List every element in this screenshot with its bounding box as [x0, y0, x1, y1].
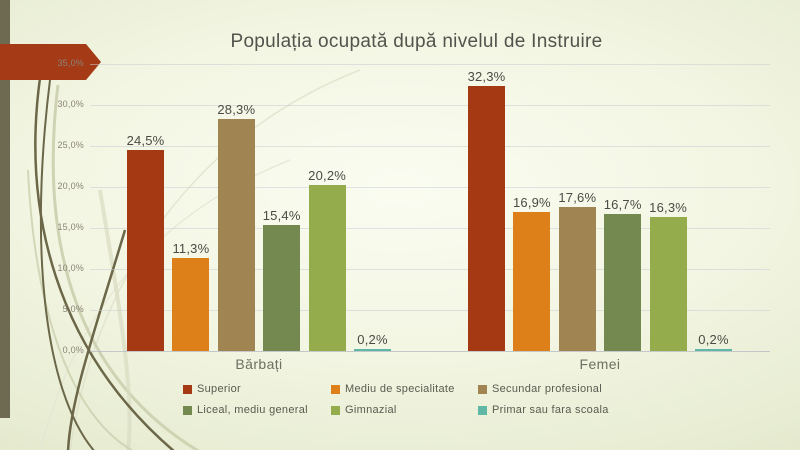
data-label: 20,2% — [308, 168, 347, 183]
slide-title: Populația ocupată după nivelul de Instru… — [230, 31, 603, 52]
data-label: 16,9% — [512, 195, 551, 210]
bar — [558, 207, 596, 351]
data-label: 11,3% — [172, 241, 210, 256]
arrow-decoration — [0, 44, 101, 80]
legend-item: Primar sau fara scoala — [478, 404, 609, 416]
bar — [513, 212, 551, 351]
bar — [468, 86, 505, 351]
legend-item: Superior — [183, 383, 241, 395]
light-curve — [27, 169, 134, 450]
bar — [127, 150, 164, 351]
legend-label: Liceal, mediu general — [197, 404, 308, 416]
y-axis-tick-label: 5,0% — [62, 304, 84, 314]
gridline — [90, 187, 770, 188]
bar — [308, 185, 346, 351]
dark-curve — [39, 79, 95, 450]
legend-label: Gimnazial — [345, 404, 397, 416]
bar — [604, 214, 642, 351]
legend-swatch — [478, 405, 487, 415]
category-label: Femei — [579, 356, 621, 372]
bar — [263, 225, 301, 351]
legend-item: Secundar profesional — [478, 383, 602, 395]
gridline — [90, 269, 770, 270]
y-axis-tick-label: 0,0% — [62, 345, 84, 355]
data-label: 28,3% — [217, 102, 256, 117]
y-axis-tick-label: 15,0% — [57, 222, 84, 232]
data-label: 16,7% — [603, 197, 642, 212]
data-label: 0,2% — [698, 332, 729, 347]
legend-label: Superior — [197, 383, 241, 395]
data-label: 32,3% — [467, 69, 506, 84]
bar — [354, 349, 391, 351]
gridline — [90, 146, 770, 147]
legend-swatch — [331, 384, 340, 394]
bar — [695, 349, 732, 351]
bar — [649, 217, 687, 351]
category-label: Bărbați — [235, 356, 283, 372]
dark-curve — [66, 229, 127, 450]
legend-label: Mediu de specialitate — [345, 383, 455, 395]
light-curve — [51, 84, 200, 450]
gridline — [90, 105, 770, 106]
arrow-icon — [0, 44, 101, 80]
light-curve — [98, 189, 132, 450]
legend-label: Primar sau fara scoala — [492, 404, 609, 416]
gridline — [90, 64, 770, 65]
data-label: 16,3% — [649, 200, 688, 215]
legend-swatch — [331, 405, 340, 415]
legend-label: Secundar profesional — [492, 383, 602, 395]
y-axis-tick-label: 10,0% — [57, 263, 84, 273]
y-axis-tick-label: 30,0% — [57, 99, 84, 109]
legend-swatch — [478, 384, 487, 394]
dark-curve — [34, 77, 175, 450]
y-axis-tick-label: 35,0% — [57, 58, 84, 68]
y-axis-tick-label: 25,0% — [57, 140, 84, 150]
bar — [217, 119, 255, 351]
legend-item: Mediu de specialitate — [331, 383, 455, 395]
data-label: 24,5% — [126, 133, 165, 148]
gridline — [90, 310, 770, 311]
gridline — [90, 351, 770, 352]
legend-swatch — [183, 384, 192, 394]
bar — [172, 258, 210, 351]
legend-item: Liceal, mediu general — [183, 404, 308, 416]
data-label: 0,2% — [357, 332, 388, 347]
legend-item: Gimnazial — [331, 404, 397, 416]
left-edge-bar — [0, 0, 10, 418]
data-label: 15,4% — [262, 208, 301, 223]
legend-swatch — [183, 405, 192, 415]
data-label: 17,6% — [558, 190, 597, 205]
gridline — [90, 228, 770, 229]
y-axis-tick-label: 20,0% — [57, 181, 84, 191]
